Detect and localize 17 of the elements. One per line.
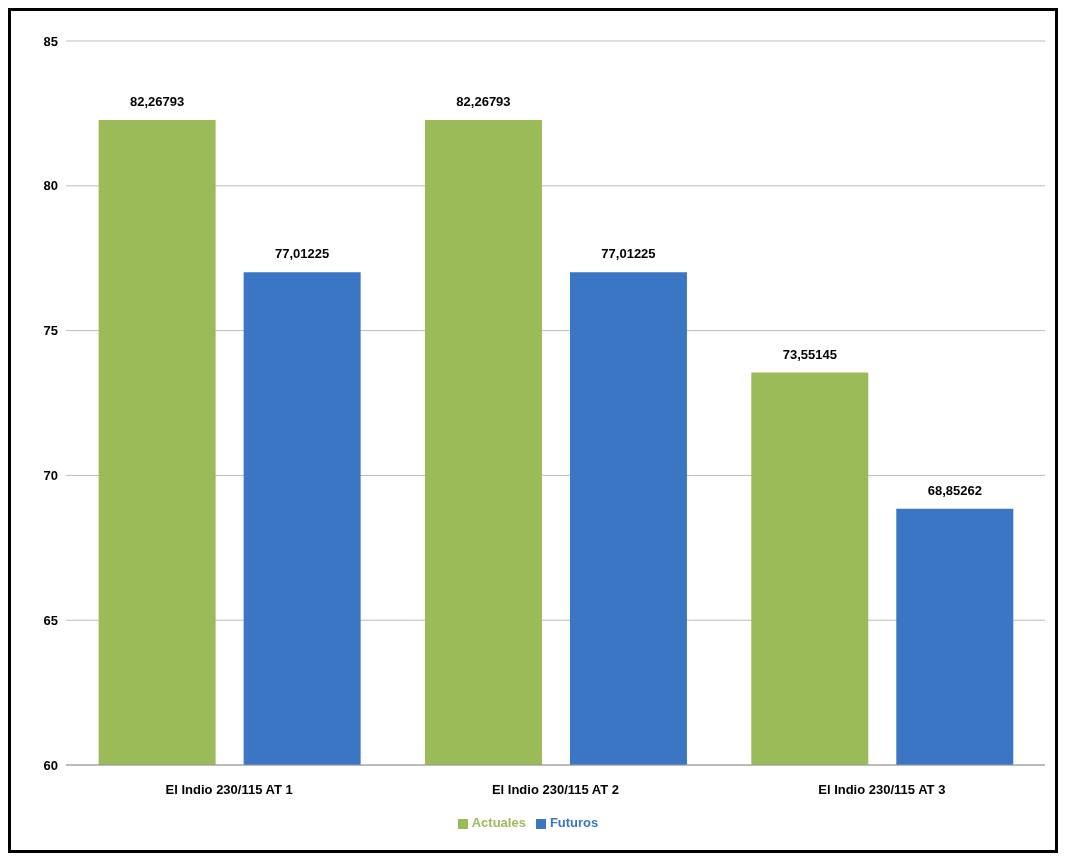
y-tick-label: 85 (43, 33, 58, 49)
data-label: 77,01225 (601, 246, 656, 262)
data-label: 77,01225 (275, 246, 330, 262)
x-tick-label: El Indio 230/115 AT 3 (818, 782, 946, 798)
legend-label: Actuales (471, 815, 526, 830)
data-label: 68,85262 (927, 482, 982, 498)
y-tick-label: 65 (43, 612, 58, 628)
y-tick-label: 80 (43, 178, 58, 194)
legend-label: Futuros (549, 815, 599, 830)
x-tick-label: El Indio 230/115 AT 1 (165, 782, 293, 798)
x-tick-label: El Indio 230/115 AT 2 (491, 782, 620, 798)
data-label: 73,55145 (782, 346, 837, 362)
y-tick-label: 75 (43, 323, 58, 339)
y-tick-label: 60 (43, 757, 58, 773)
data-label: 82,26793 (456, 94, 511, 110)
y-tick-label: 70 (43, 468, 58, 484)
data-label: 82,26793 (130, 94, 185, 110)
